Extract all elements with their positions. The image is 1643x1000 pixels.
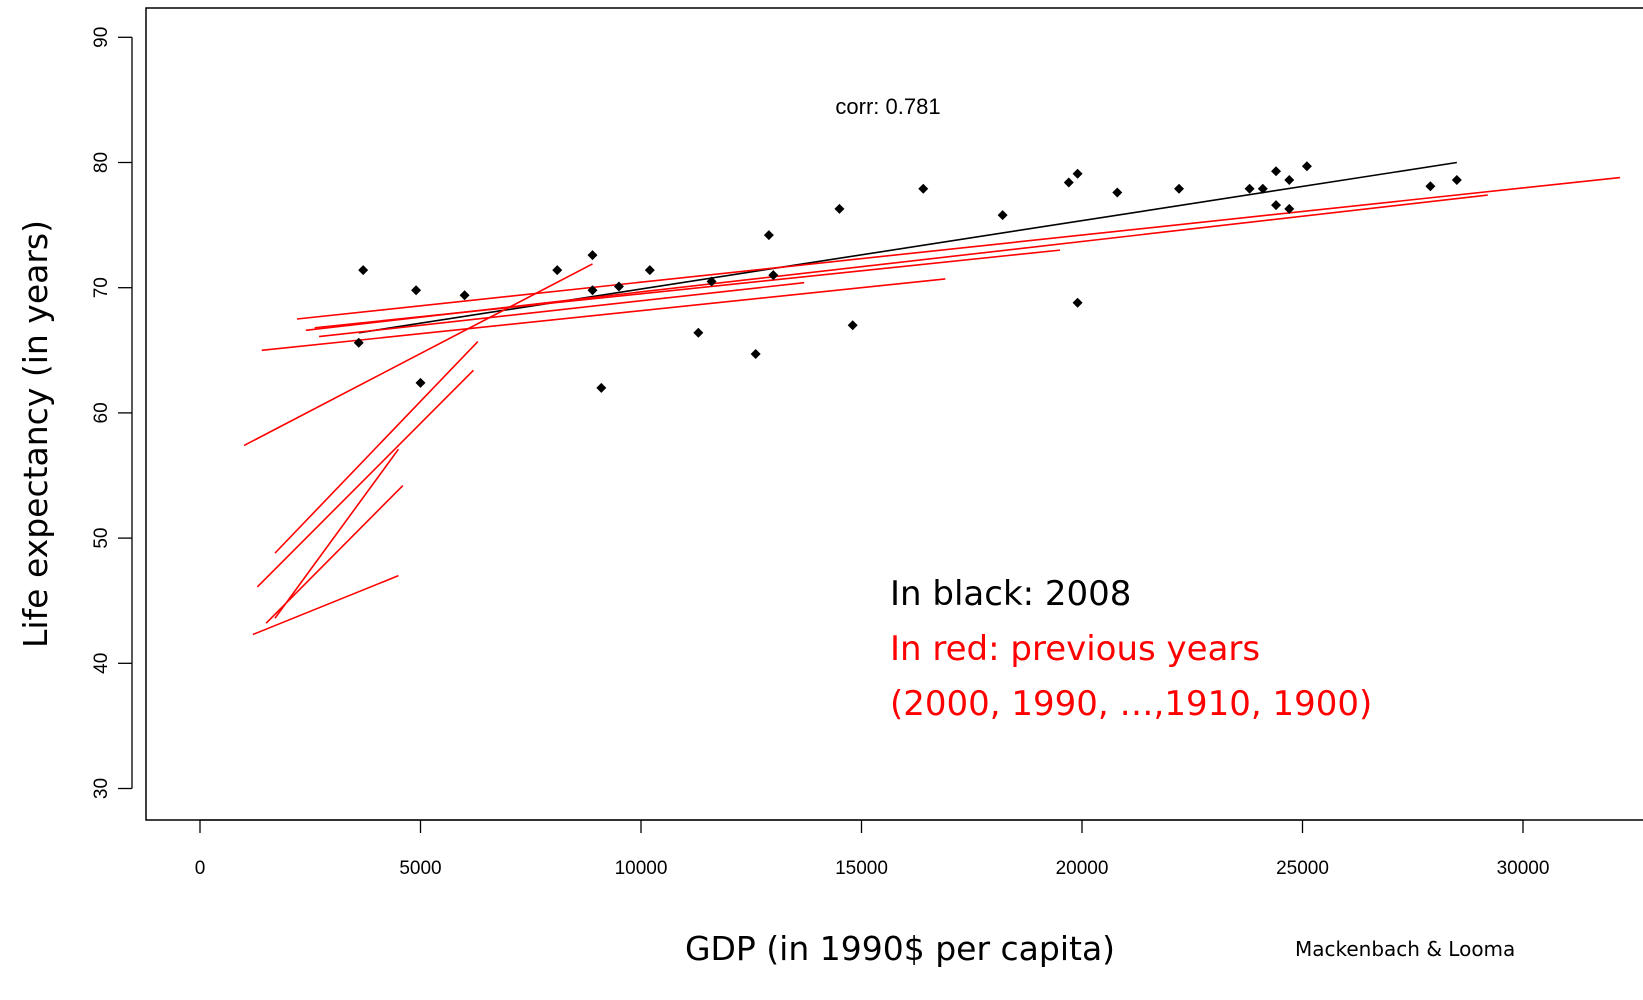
- data-point: [1072, 168, 1083, 179]
- data-point: [1072, 297, 1083, 308]
- data-point: [768, 270, 779, 281]
- x-tick-label: 15000: [835, 858, 888, 879]
- data-point: [415, 377, 426, 388]
- y-axis: 30 40 50 60 70 80 90: [91, 27, 133, 799]
- data-point: [644, 265, 655, 276]
- data-point: [1112, 187, 1123, 198]
- data-point: [1284, 175, 1295, 186]
- x-tick-label: 25000: [1276, 858, 1329, 879]
- data-point: [1425, 181, 1436, 192]
- legend-note-red-years: (2000, 1990, …,1910, 1900): [890, 684, 1372, 724]
- legend-note-black: In black: 2008: [890, 574, 1131, 614]
- x-tick-label: 10000: [615, 858, 668, 879]
- y-tick-label: 30: [91, 778, 112, 799]
- data-point: [1244, 183, 1255, 194]
- regression-line-previous-year: [261, 278, 946, 352]
- regression-line-previous-year: [318, 281, 805, 338]
- y-tick-label: 90: [91, 27, 112, 48]
- data-point: [353, 337, 364, 348]
- data-point: [693, 327, 704, 338]
- data-point: [750, 349, 761, 360]
- y-tick-label: 40: [91, 653, 112, 674]
- data-point: [459, 290, 470, 301]
- regression-line-previous-year: [296, 176, 1621, 320]
- data-point: [1257, 183, 1268, 194]
- data-point: [358, 265, 369, 276]
- data-point: [918, 183, 929, 194]
- data-point: [1271, 200, 1282, 211]
- data-point: [587, 285, 598, 296]
- data-point: [552, 265, 563, 276]
- data-points: [353, 161, 1462, 393]
- regression-line-previous-year: [243, 263, 593, 447]
- source-label: Mackenbach & Looma: [1295, 937, 1515, 961]
- y-axis-title: Life expectancy (in years): [16, 220, 55, 648]
- data-point: [587, 250, 598, 261]
- x-tick-label: 30000: [1497, 858, 1550, 879]
- y-tick-label: 70: [91, 277, 112, 298]
- data-point: [847, 320, 858, 331]
- regression-line-previous-year: [314, 249, 1061, 329]
- data-point: [1174, 183, 1185, 194]
- regression-line-previous-year: [252, 574, 399, 636]
- data-point: [1284, 203, 1295, 214]
- corr-label: corr: 0.781: [835, 94, 940, 119]
- x-tick-label: 20000: [1056, 858, 1109, 879]
- data-point: [706, 276, 717, 287]
- data-point: [411, 285, 422, 296]
- data-point: [1063, 177, 1074, 188]
- regression-line-previous-year: [274, 340, 479, 554]
- data-point: [834, 203, 845, 214]
- data-point: [1451, 175, 1462, 186]
- data-point: [997, 210, 1008, 221]
- regression-line-2008: [358, 161, 1457, 334]
- regression-line-previous-year: [274, 448, 400, 619]
- y-tick-label: 50: [91, 528, 112, 549]
- x-tick-label: 0: [195, 858, 206, 879]
- data-point: [613, 281, 624, 292]
- data-point: [763, 230, 774, 241]
- data-point: [1271, 166, 1282, 177]
- x-axis-title: GDP (in 1990$ per capita): [685, 929, 1115, 968]
- legend-note-red: In red: previous years: [890, 629, 1260, 669]
- regression-line-previous-year: [256, 369, 474, 588]
- regression-lines: [243, 161, 1621, 636]
- x-axis: 0 5000 10000 15000 20000 25000 30000: [195, 819, 1550, 879]
- x-tick-label: 5000: [399, 858, 441, 879]
- y-tick-label: 80: [91, 152, 112, 173]
- data-point: [596, 382, 607, 393]
- data-point: [1301, 161, 1312, 172]
- y-tick-label: 60: [91, 402, 112, 423]
